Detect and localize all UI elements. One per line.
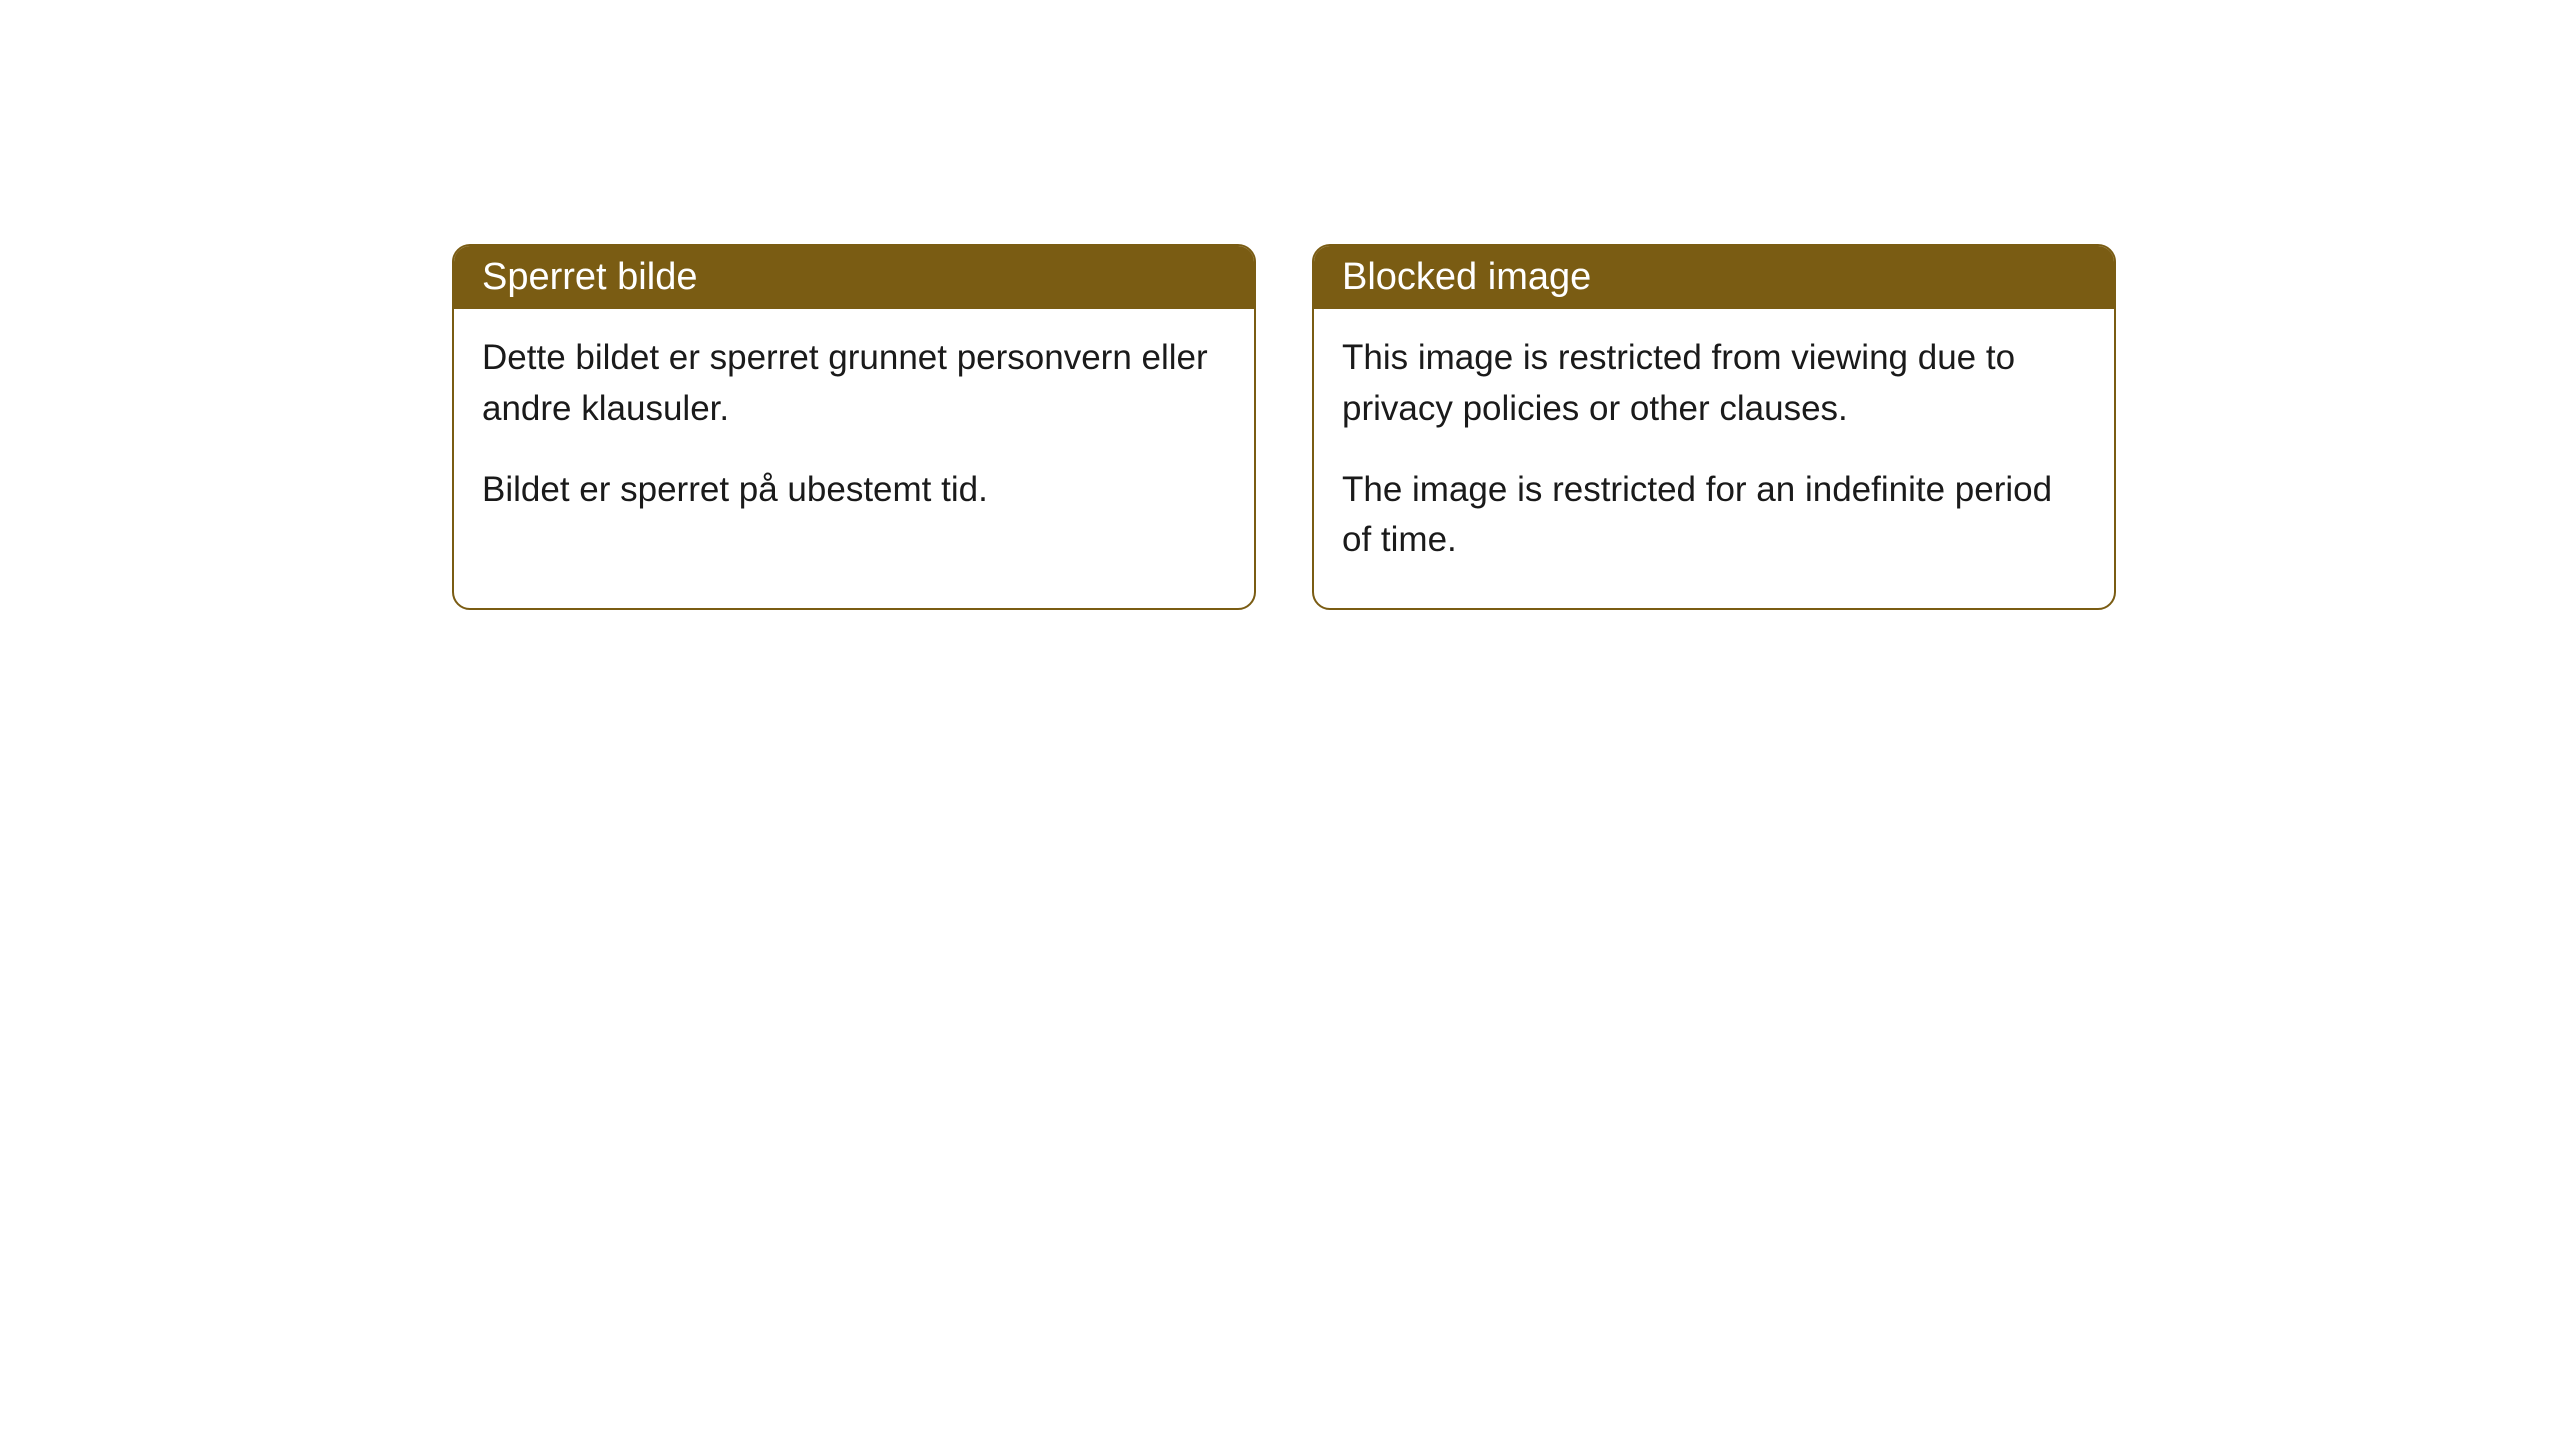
card-body: This image is restricted from viewing du… [1314,309,2114,608]
card-header: Sperret bilde [454,246,1254,309]
notice-cards-container: Sperret bilde Dette bildet er sperret gr… [452,244,2116,610]
card-title: Blocked image [1342,256,1591,298]
card-body: Dette bildet er sperret grunnet personve… [454,309,1254,557]
blocked-image-card-english: Blocked image This image is restricted f… [1312,244,2116,610]
card-paragraph: Dette bildet er sperret grunnet personve… [482,333,1226,435]
card-paragraph: Bildet er sperret på ubestemt tid. [482,465,1226,516]
card-paragraph: This image is restricted from viewing du… [1342,333,2086,435]
card-title: Sperret bilde [482,256,697,298]
blocked-image-card-norwegian: Sperret bilde Dette bildet er sperret gr… [452,244,1256,610]
card-paragraph: The image is restricted for an indefinit… [1342,465,2086,567]
card-header: Blocked image [1314,246,2114,309]
